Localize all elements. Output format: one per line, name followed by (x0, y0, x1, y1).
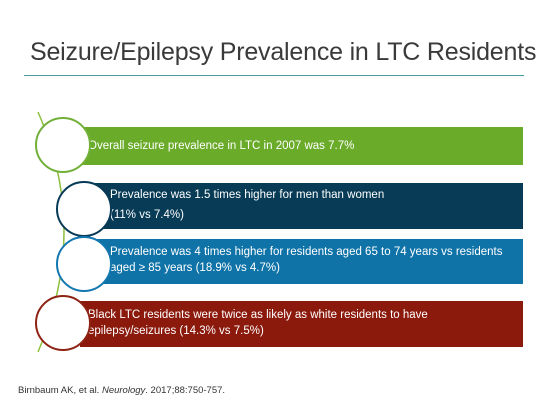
citation: Birnbaum AK, et al. Neurology. 2017;88:7… (18, 385, 225, 396)
finding-bar-overall: Overall seizure prevalence in LTC in 200… (80, 127, 523, 165)
slide-title: Seizure/Epilepsy Prevalence in LTC Resid… (30, 38, 537, 66)
citation-authors: Birnbaum AK, et al. (18, 385, 102, 396)
bullet-circle (35, 295, 91, 351)
finding-text: Black LTC residents were twice as likely… (88, 309, 428, 321)
bullet-circle (56, 181, 112, 237)
title-divider (24, 75, 524, 76)
finding-subtext: (11% vs 7.4%) (110, 209, 184, 221)
bullet-circle (56, 236, 112, 292)
finding-subtext: epilepsy/seizures (14.3% vs 7.5%) (88, 325, 264, 337)
finding-bar-race: Black LTC residents were twice as likely… (80, 301, 523, 347)
citation-details: . 2017;88:750-757. (145, 385, 226, 396)
bullet-circle (35, 117, 91, 173)
finding-bar-age: Prevalence was 4 times higher for reside… (80, 239, 523, 284)
citation-journal: Neurology (101, 385, 146, 396)
finding-text: Prevalence was 1.5 times higher for men … (110, 189, 385, 201)
finding-bar-sex: Prevalence was 1.5 times higher for men … (80, 183, 523, 229)
finding-text: Prevalence was 4 times higher for reside… (110, 246, 503, 258)
finding-subtext: aged ≥ 85 years (18.9% vs 4.7%) (110, 262, 280, 274)
finding-text: Overall seizure prevalence in LTC in 200… (88, 140, 355, 152)
